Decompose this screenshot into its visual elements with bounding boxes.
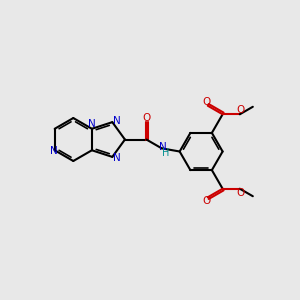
- Text: O: O: [202, 97, 210, 107]
- Text: O: O: [202, 196, 210, 206]
- Text: O: O: [142, 113, 151, 123]
- Text: N: N: [88, 119, 96, 130]
- Text: N: N: [113, 116, 121, 126]
- Text: O: O: [236, 105, 244, 116]
- Text: N: N: [113, 153, 121, 163]
- Text: N: N: [159, 142, 166, 152]
- Text: H: H: [162, 148, 169, 158]
- Text: O: O: [236, 188, 244, 198]
- Text: N: N: [50, 146, 58, 156]
